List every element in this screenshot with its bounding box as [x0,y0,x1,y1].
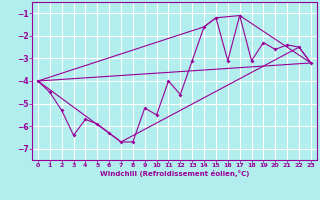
X-axis label: Windchill (Refroidissement éolien,°C): Windchill (Refroidissement éolien,°C) [100,170,249,177]
